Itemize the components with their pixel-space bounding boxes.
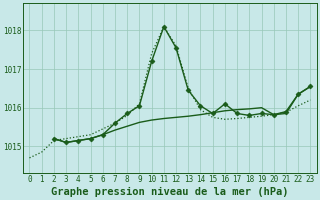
X-axis label: Graphe pression niveau de la mer (hPa): Graphe pression niveau de la mer (hPa) [51, 186, 289, 197]
